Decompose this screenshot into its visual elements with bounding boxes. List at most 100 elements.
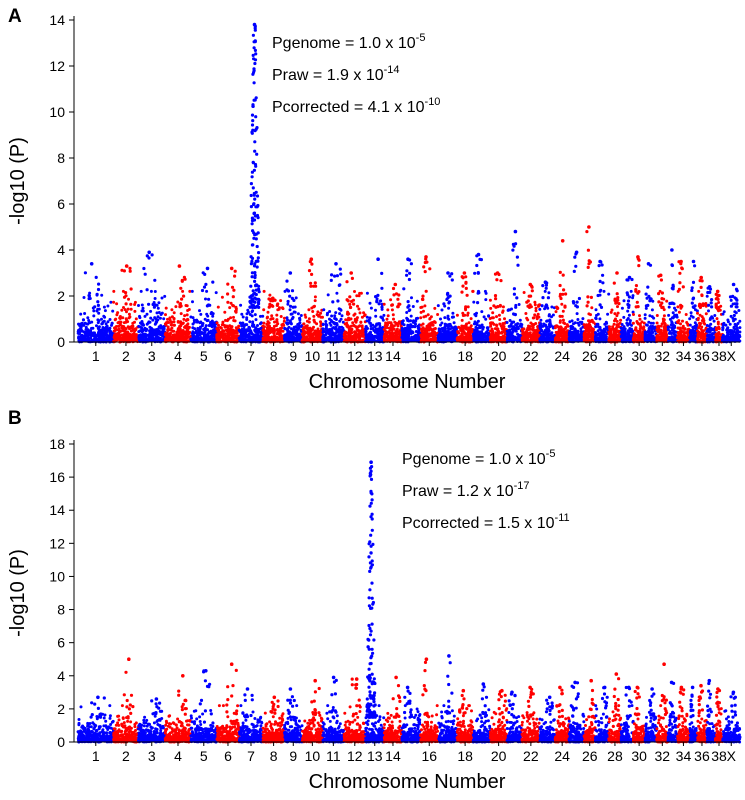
snp-point (153, 290, 157, 293)
snp-point (230, 285, 235, 289)
snp-point (182, 317, 186, 321)
snp-point (313, 329, 317, 333)
snp-point (390, 308, 394, 312)
snp-point (240, 312, 244, 316)
chromosome-15-points (400, 257, 422, 344)
snp-point (206, 333, 209, 336)
snp-point (94, 337, 98, 341)
snp-point (570, 319, 574, 323)
snp-point (419, 310, 423, 314)
snp-point (240, 322, 244, 326)
snp-point (266, 320, 270, 324)
snp-point (512, 325, 516, 329)
snp-point (390, 333, 393, 337)
snp-point (209, 320, 213, 324)
snp-point (338, 319, 342, 323)
snp-point (512, 312, 516, 316)
snp-point (96, 287, 101, 292)
snp-point (555, 305, 559, 309)
snp-point (228, 306, 232, 310)
snp-point (199, 320, 203, 324)
snp-point (341, 328, 345, 332)
snp-point (558, 314, 562, 318)
peak-snp-point (147, 250, 151, 255)
snp-point (96, 318, 100, 322)
snp-point (402, 329, 406, 333)
snp-point (392, 327, 396, 331)
snp-point (252, 168, 256, 172)
snp-point (288, 294, 292, 298)
snp-point (210, 336, 214, 340)
snp-point (145, 312, 149, 316)
snp-point (335, 274, 339, 278)
snp-point (375, 300, 379, 304)
snp-point (229, 301, 233, 305)
snp-point (317, 333, 321, 337)
snp-point (415, 299, 419, 303)
snp-point (328, 321, 332, 325)
snp-point (154, 320, 158, 324)
snp-point (207, 297, 211, 301)
snp-point (423, 304, 427, 308)
snp-point (137, 330, 141, 334)
snp-point (515, 338, 518, 342)
chromosome-1-points (76, 262, 115, 344)
snp-point (505, 321, 509, 324)
snp-point (409, 319, 413, 323)
snp-point (440, 327, 444, 330)
snp-point (199, 312, 203, 316)
snp-point (124, 294, 128, 298)
snp-point (252, 57, 256, 61)
snp-point (423, 333, 427, 337)
snp-point (204, 282, 208, 286)
snp-point (161, 325, 164, 329)
snp-point (546, 296, 551, 300)
snp-point (533, 303, 537, 307)
snp-point (286, 289, 291, 293)
snp-point (262, 308, 266, 312)
y-tick-label: 4 (57, 242, 65, 258)
snp-point (385, 317, 389, 321)
snp-point (291, 315, 295, 319)
snp-point (420, 329, 424, 333)
snp-point (476, 271, 480, 275)
snp-point (533, 300, 537, 304)
chromosome-25-points (567, 250, 586, 344)
snp-point (286, 328, 289, 332)
snp-point (233, 269, 237, 273)
snp-point (92, 331, 96, 335)
snp-point (348, 302, 352, 306)
snp-point (243, 323, 247, 327)
snp-point (252, 264, 257, 268)
snp-point (282, 316, 286, 320)
snp-point (254, 205, 258, 209)
data-points (76, 22, 742, 344)
snp-point (480, 310, 484, 314)
snp-point (252, 40, 256, 44)
snp-point (353, 312, 357, 316)
snp-point (144, 329, 148, 333)
snp-point (524, 312, 528, 315)
snp-point (436, 304, 440, 308)
snp-point (206, 318, 210, 322)
snp-point (556, 325, 560, 329)
snp-point (180, 297, 184, 301)
snp-point (392, 317, 395, 321)
snp-point (253, 275, 257, 280)
snp-point (164, 323, 168, 327)
chromosome-18-points (455, 271, 475, 344)
snp-point (170, 308, 174, 312)
snp-point (217, 328, 221, 332)
snp-point (127, 336, 131, 340)
snp-point (128, 269, 132, 273)
snp-point (357, 294, 361, 298)
peak-snp-point (476, 252, 481, 257)
snp-point (395, 322, 399, 326)
snp-point (540, 304, 544, 308)
snp-point (518, 324, 522, 328)
snp-point (134, 317, 138, 321)
snp-point (560, 302, 564, 306)
snp-point (352, 302, 356, 306)
snp-point (172, 317, 176, 321)
snp-point (248, 326, 251, 330)
